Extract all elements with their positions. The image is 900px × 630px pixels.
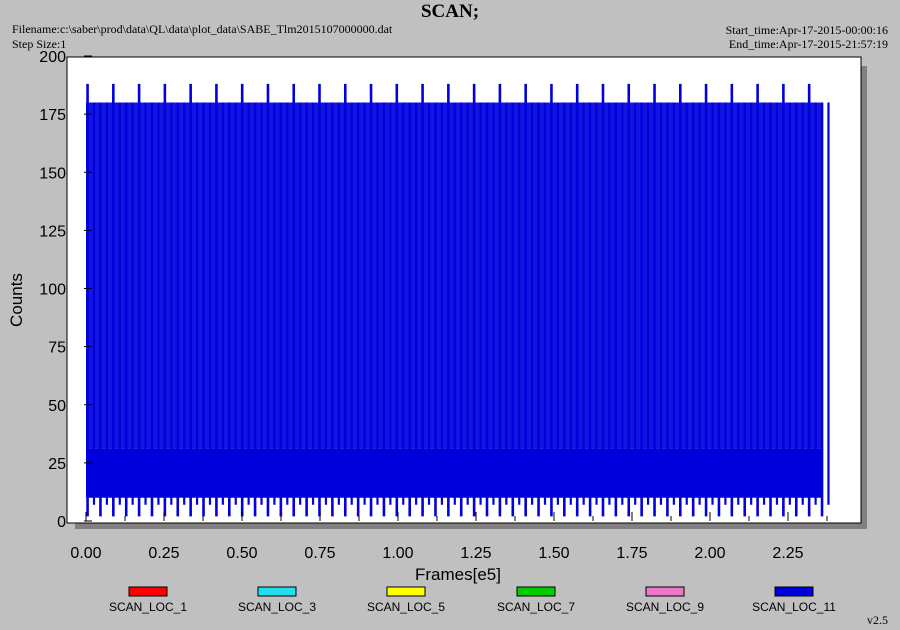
legend-swatch	[257, 586, 297, 597]
x-tick-label: 2.00	[694, 545, 725, 562]
y-tick-label: 125	[39, 223, 66, 240]
legend-label: SCAN_LOC_5	[367, 600, 445, 614]
y-axis-label: Counts	[7, 273, 26, 327]
y-tick-label: 200	[39, 49, 66, 66]
legend-swatch	[774, 586, 814, 597]
legend-label: SCAN_LOC_9	[626, 600, 704, 614]
legend-label: SCAN_LOC_7	[497, 600, 575, 614]
legend-swatch	[645, 586, 685, 597]
filename-label: Filename:c:\saber\prod\data\QL\data\plot…	[12, 22, 393, 36]
version-label: v2.5	[867, 613, 888, 627]
legend-swatch	[128, 586, 168, 597]
y-tick-label: 175	[39, 107, 66, 124]
x-tick-label: 1.50	[538, 545, 569, 562]
axis-layer: 0 25 50 75 100 125 150 175 200 0.00 0.25 0.50 0.75 1.…	[39, 49, 828, 562]
y-tick-label: 150	[39, 165, 66, 182]
x-tick-label: 1.00	[382, 545, 413, 562]
legend-label: SCAN_LOC_1	[109, 600, 187, 614]
y-tick-label: 75	[48, 340, 66, 357]
legend-swatch	[386, 586, 426, 597]
x-tick-label: 0.75	[304, 545, 335, 562]
y-tick-label: 100	[39, 282, 66, 299]
series-envelope	[86, 102, 823, 449]
x-tick-label: 1.25	[460, 545, 491, 562]
x-tick-label: 1.75	[616, 545, 647, 562]
x-tick-label: 0.25	[148, 545, 179, 562]
y-tick-label: 50	[48, 398, 66, 415]
x-tick-label: 0.00	[70, 545, 101, 562]
x-tick-label: 0.50	[226, 545, 257, 562]
chart-title: SCAN;	[420, 1, 480, 22]
end-time-label: End_time:Apr-17-2015-21:57:19	[728, 37, 888, 51]
start-time-label: Start_time:Apr-17-2015-00:00:16	[725, 23, 888, 37]
x-axis-label: Frames[e5]	[415, 565, 501, 584]
legend: SCAN_LOC_1 SCAN_LOC_3 SCAN_LOC_5 SCAN_LOC_7…	[109, 586, 836, 614]
y-tick-label: 25	[48, 456, 66, 473]
y-tick-label: 0	[57, 514, 66, 531]
series-layer	[86, 83, 830, 517]
step-size-label: Step Size:1	[12, 37, 67, 51]
legend-label: SCAN_LOC_3	[238, 600, 316, 614]
legend-swatch	[516, 586, 556, 597]
x-tick-label: 2.25	[772, 545, 803, 562]
legend-label: SCAN_LOC_11	[752, 600, 836, 614]
